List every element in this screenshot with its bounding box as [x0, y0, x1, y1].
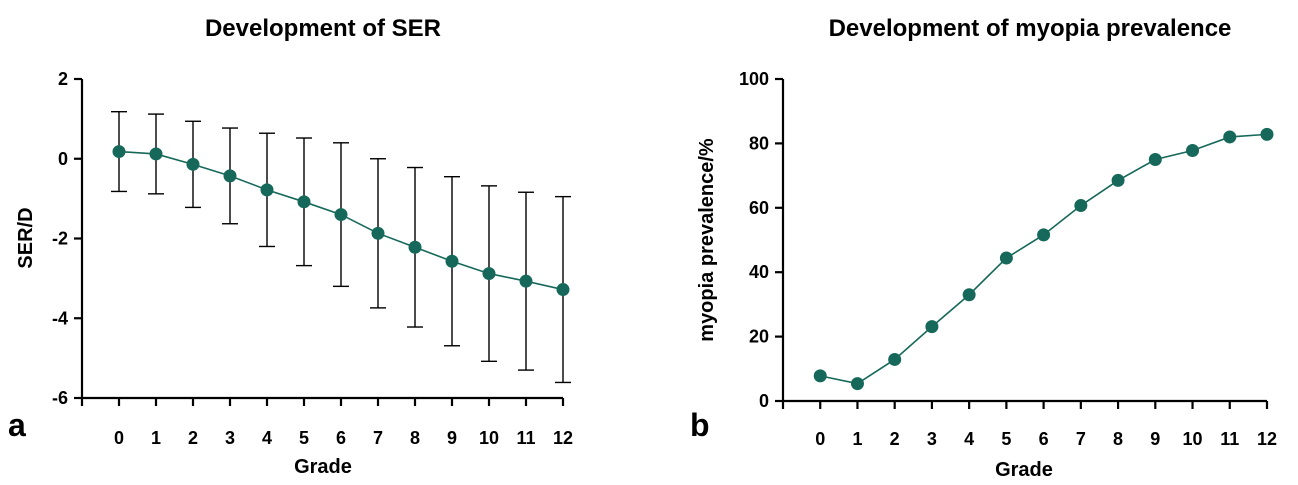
x-tick-label: 12 [1257, 429, 1277, 449]
x-tick-label: 5 [1001, 429, 1011, 449]
x-tick-label: 4 [262, 428, 272, 448]
data-point [925, 320, 939, 334]
y-tick-label: 2 [58, 69, 68, 89]
y-tick-label: -6 [52, 388, 68, 408]
data-point [482, 267, 496, 281]
y-tick-label: 80 [749, 133, 769, 153]
x-tick-label: 3 [225, 428, 235, 448]
x-tick-label: 11 [1220, 429, 1239, 449]
data-point [260, 183, 274, 197]
chart-panel-b: Development of myopia prevalence myopia … [690, 15, 1277, 481]
x-tick-label: 9 [447, 428, 457, 448]
x-tick-label: 12 [553, 428, 573, 448]
data-point [850, 377, 864, 391]
data-point [888, 352, 902, 366]
data-point [999, 251, 1013, 265]
data-point [519, 274, 533, 288]
chart-a-ylabel: SER/D [15, 207, 37, 268]
x-tick-label: 11 [516, 428, 535, 448]
data-point [223, 169, 237, 183]
data-point [962, 288, 976, 302]
data-point [186, 157, 200, 171]
data-point [1148, 153, 1162, 166]
data-point [1037, 228, 1051, 242]
data-point [334, 208, 348, 222]
x-tick-label: 5 [299, 428, 309, 448]
x-tick-label: 1 [852, 429, 862, 449]
chart-b-xlabel: Grade [995, 459, 1053, 481]
data-point [556, 283, 570, 297]
y-tick-label: 20 [749, 327, 769, 347]
x-tick-label: 6 [1039, 429, 1049, 449]
chart-b-ylabel: myopia prevalence/% [696, 138, 718, 342]
data-point [297, 195, 311, 209]
x-tick-label: 3 [927, 429, 937, 449]
y-tick-label: -2 [52, 229, 68, 249]
y-tick-label: 0 [759, 391, 769, 411]
chart-panel-a: Development of SER SER/D Grade a -6 -4 -2 0… [8, 15, 573, 478]
x-tick-label: 1 [151, 428, 161, 448]
x-tick-label: 0 [114, 428, 124, 448]
x-tick-label: 2 [188, 428, 198, 448]
chart-a-xlabel: Grade [294, 456, 352, 478]
chart-b-marks [813, 127, 1274, 391]
x-tick-label: 0 [815, 429, 825, 449]
chart-a-title: Development of SER [205, 15, 441, 42]
data-point [371, 226, 385, 240]
chart-a-marks [111, 110, 571, 384]
x-tick-label: 7 [373, 428, 383, 448]
data-point [408, 240, 422, 254]
x-tick-label: 2 [890, 429, 900, 449]
y-tick-label: -4 [52, 308, 68, 328]
y-tick-label: 100 [739, 69, 769, 89]
y-tick-label: 40 [749, 262, 769, 282]
data-point [149, 147, 163, 161]
data-point [1223, 130, 1237, 144]
y-tick-label: 60 [749, 198, 769, 218]
data-point [112, 145, 126, 159]
x-tick-label: 6 [336, 428, 346, 448]
x-tick-label: 9 [1150, 429, 1160, 449]
chart-b-panel-label: b [690, 407, 710, 443]
chart-a-panel-label: a [8, 407, 26, 443]
series-line [820, 133, 1268, 385]
data-point [1074, 199, 1088, 213]
x-tick-label: 8 [410, 428, 420, 448]
chart-b-title: Development of myopia prevalence [829, 15, 1232, 42]
data-point [1260, 127, 1274, 141]
x-tick-label: 7 [1076, 429, 1086, 449]
x-tick-label: 10 [479, 428, 499, 448]
x-tick-label: 10 [1183, 429, 1203, 449]
data-point [445, 254, 459, 268]
y-tick-label: 0 [58, 149, 68, 169]
x-tick-label: 8 [1113, 429, 1123, 449]
data-point [1186, 143, 1200, 157]
x-tick-label: 4 [964, 429, 974, 449]
data-point [813, 369, 827, 383]
data-point [1111, 173, 1125, 187]
